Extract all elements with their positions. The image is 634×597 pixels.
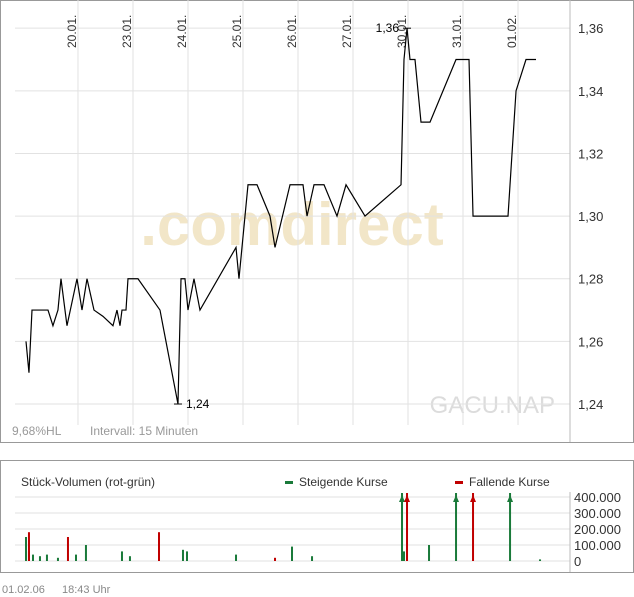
y-tick-label: 100.000 bbox=[574, 538, 621, 553]
legend-label: Steigende Kurse bbox=[299, 475, 388, 489]
volume-bar bbox=[509, 493, 512, 561]
volume-title: Stück-Volumen (rot-grün) bbox=[21, 475, 155, 489]
volume-bar bbox=[539, 559, 542, 561]
price-line bbox=[25, 28, 537, 405]
y-tick-label: 300.000 bbox=[574, 506, 621, 521]
volume-bar bbox=[45, 554, 48, 561]
volume-bar bbox=[181, 549, 184, 561]
volume-bar bbox=[27, 532, 30, 561]
volume-bar bbox=[75, 554, 78, 561]
overflow-arrow bbox=[399, 495, 406, 502]
volume-bar bbox=[401, 493, 404, 561]
annotation-label: 1,24 bbox=[186, 397, 210, 411]
overflow-arrow bbox=[404, 495, 411, 502]
volume-bar bbox=[311, 556, 314, 561]
overflow-arrow bbox=[470, 495, 477, 502]
legend-swatch bbox=[285, 481, 293, 484]
legend-swatch bbox=[455, 481, 463, 484]
y-tick-label: 200.000 bbox=[574, 522, 621, 537]
volume-bar bbox=[66, 537, 69, 561]
range-label: 9,68%HL bbox=[12, 424, 62, 438]
interval-label: Intervall: 15 Minuten bbox=[90, 424, 198, 438]
x-tick-label: 26.01. bbox=[285, 15, 299, 48]
annotation-label: 1,36 bbox=[376, 21, 400, 35]
volume-bar bbox=[128, 556, 131, 561]
legend-label: Fallende Kurse bbox=[469, 475, 550, 489]
volume-bar bbox=[472, 493, 475, 561]
price-panel bbox=[0, 0, 634, 443]
volume-bar bbox=[25, 537, 28, 561]
volume-bar bbox=[158, 532, 161, 561]
x-tick-label: 25.01. bbox=[230, 15, 244, 48]
overflow-arrow bbox=[507, 495, 514, 502]
y-tick-label: 400.000 bbox=[574, 490, 621, 505]
footer-time: 18:43 Uhr bbox=[62, 584, 111, 596]
volume-bar bbox=[235, 554, 238, 561]
bars bbox=[25, 493, 542, 561]
x-tick-label: 27.01. bbox=[340, 15, 354, 48]
y-tick-label: 0 bbox=[574, 554, 581, 569]
y-tick-label: 1,34 bbox=[578, 84, 603, 99]
volume-bar bbox=[186, 551, 189, 561]
y-tick-label: 1,24 bbox=[578, 397, 603, 412]
volume-bar bbox=[274, 557, 277, 561]
x-tick-label: 24.01. bbox=[175, 15, 189, 48]
volume-bar bbox=[38, 556, 41, 561]
volume-bar bbox=[120, 551, 123, 561]
volume-bar bbox=[428, 545, 431, 561]
y-tick-label: 1,30 bbox=[578, 209, 603, 224]
y-tick-label: 1,32 bbox=[578, 146, 603, 161]
footer-date: 01.02.06 bbox=[2, 584, 45, 596]
overflow-arrow bbox=[453, 495, 460, 502]
volume-bar bbox=[84, 545, 87, 561]
volume-bar bbox=[31, 554, 34, 561]
y-tick-label: 1,36 bbox=[578, 21, 603, 36]
x-tick-label: 01.02. bbox=[505, 15, 519, 48]
symbol-watermark: GACU.NAP bbox=[430, 392, 555, 419]
x-tick-label: 31.01. bbox=[450, 15, 464, 48]
y-tick-label: 1,26 bbox=[578, 334, 603, 349]
volume-bar bbox=[291, 546, 294, 561]
x-tick-label: 23.01. bbox=[120, 15, 134, 48]
volume-panel bbox=[0, 460, 634, 573]
volume-bar bbox=[402, 551, 405, 561]
watermark: .comdirect bbox=[140, 191, 443, 258]
x-tick-label: 20.01. bbox=[65, 15, 79, 48]
y-tick-label: 1,28 bbox=[578, 272, 603, 287]
volume-bar bbox=[56, 557, 59, 561]
volume-bar bbox=[455, 493, 458, 561]
volume-bar bbox=[406, 493, 409, 561]
